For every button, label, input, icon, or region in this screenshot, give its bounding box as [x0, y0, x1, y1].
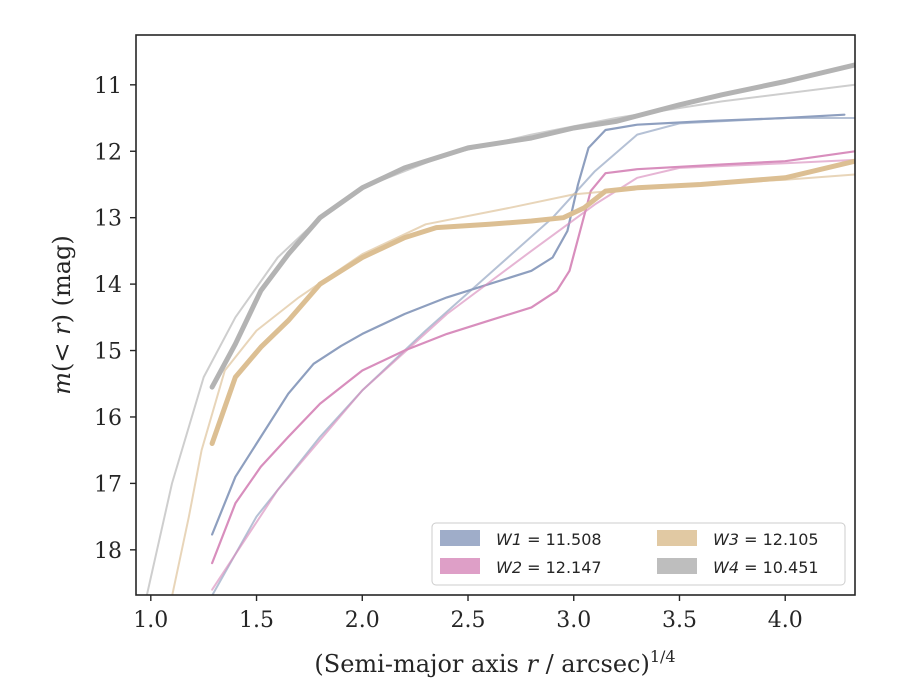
plot-area-background	[136, 35, 855, 595]
y-axis: 11 12 13 14 15 16 17 18	[94, 74, 136, 564]
profile-line-w2	[211, 150, 855, 565]
legend-label-w3: W3 = 12.105	[713, 530, 819, 549]
x-tick-label: 2.5	[451, 608, 486, 633]
x-axis-label: (Semi-major axis r / arcsec)1/4	[314, 647, 675, 678]
y-tick-label: 17	[94, 472, 122, 497]
y-tick-label: 16	[94, 406, 122, 431]
legend-swatch-w2	[440, 558, 480, 574]
legend: W1 = 11.508 W2 = 12.147 W3 = 12.105 W4 =…	[431, 522, 846, 586]
x-tick-label: 2.0	[345, 608, 380, 633]
y-tick-label: 14	[94, 273, 122, 298]
profile-line-w3	[209, 158, 855, 446]
y-tick-label: 18	[94, 539, 122, 564]
x-tick-label: 3.0	[556, 608, 591, 633]
legend-swatch-w1	[440, 530, 480, 546]
y-tick-label: 11	[94, 74, 122, 99]
plot-frame	[135, 34, 856, 596]
x-tick-label: 1.5	[239, 608, 274, 633]
legend-swatch-w3	[657, 530, 697, 546]
profile-line-w1	[211, 113, 846, 536]
y-axis-label: m(< r) (mag)	[48, 235, 76, 395]
y-tick-label: 13	[94, 207, 122, 232]
series-layer	[145, 62, 855, 595]
x-axis: 1.0 1.5 2.0 2.5 3.0 3.5 4.0	[133, 595, 803, 633]
legend-swatch-w4	[657, 558, 697, 574]
x-tick-label: 1.0	[133, 608, 168, 633]
legend-label-w1: W1 = 11.508	[496, 530, 602, 549]
x-tick-label: 4.0	[768, 608, 803, 633]
legend-label-w4: W4 = 10.451	[713, 558, 819, 577]
x-tick-label: 3.5	[662, 608, 697, 633]
y-tick-label: 12	[94, 140, 122, 165]
y-tick-label: 15	[94, 340, 122, 365]
legend-label-w2: W2 = 12.147	[496, 558, 602, 577]
profile-line-w4	[209, 62, 855, 390]
legend-box	[431, 522, 846, 586]
model-line-w2	[211, 158, 855, 591]
